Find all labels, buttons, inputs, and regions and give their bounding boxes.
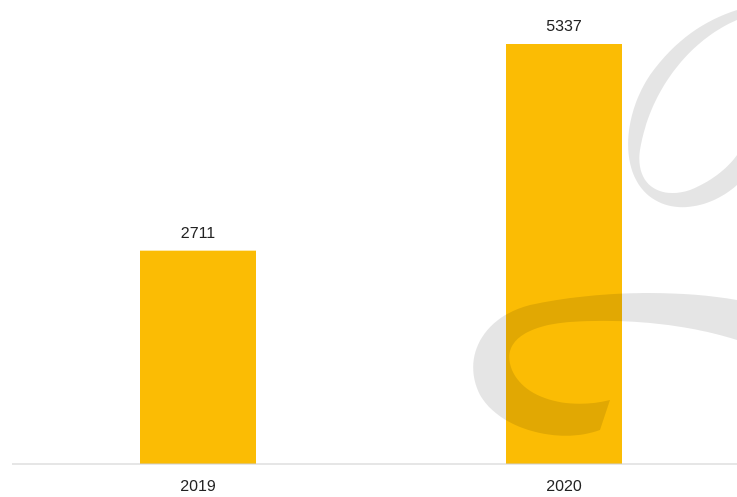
value-label: 5337 <box>546 18 582 35</box>
plot-area <box>140 44 622 464</box>
x-tick-label: 2020 <box>546 478 582 495</box>
watermark-loop <box>473 293 737 436</box>
watermark-stroke <box>628 10 737 208</box>
watermark <box>473 10 737 436</box>
bar <box>506 44 622 464</box>
value-label: 2711 <box>181 225 216 242</box>
bar <box>140 250 256 464</box>
x-tick-label: 2019 <box>180 478 216 495</box>
